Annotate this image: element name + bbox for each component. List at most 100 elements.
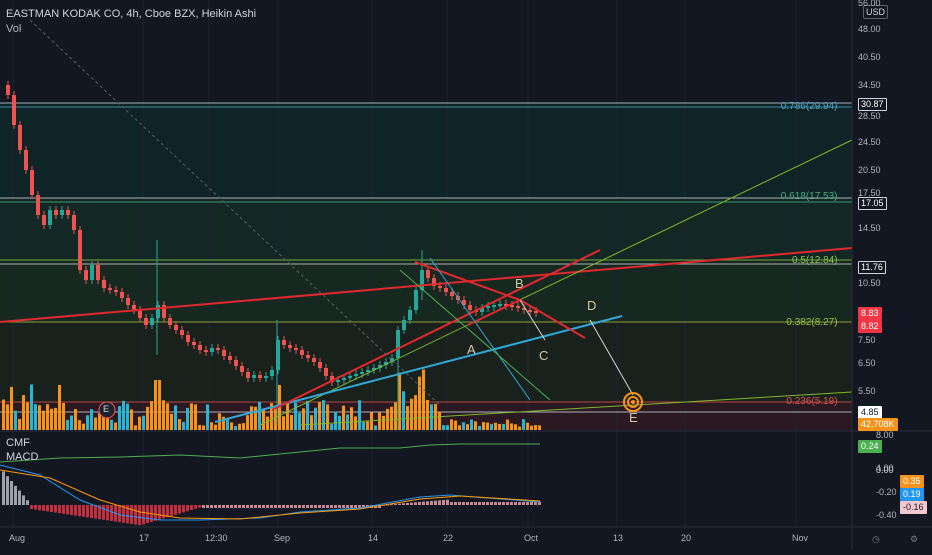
macd-value-label: 0.19 — [900, 488, 924, 501]
macd-histogram-bar — [218, 505, 221, 508]
candle-body — [12, 95, 16, 125]
macd-histogram-bar — [206, 505, 209, 508]
candle-body — [342, 378, 346, 380]
volume-bar — [190, 403, 193, 430]
macd-label: MACD — [6, 451, 39, 463]
macd-histogram-bar — [86, 505, 89, 518]
volume-bar — [450, 419, 453, 430]
fib-level-label: 0.382(8.27) — [786, 317, 838, 328]
macd-histogram-bar — [486, 502, 489, 505]
wave-label-a: A — [467, 342, 476, 357]
macd-histogram-bar — [334, 505, 337, 508]
volume-bar — [510, 423, 513, 430]
volume-bar — [326, 404, 329, 430]
currency-badge[interactable]: USD — [862, 5, 888, 19]
macd-histogram-bar — [510, 502, 513, 505]
macd-histogram-bar — [482, 502, 485, 505]
volume-bar — [210, 422, 213, 430]
volume-bar — [286, 402, 289, 430]
macd-histogram-bar — [182, 505, 185, 513]
volume-bar — [14, 410, 17, 430]
cmf-line — [0, 443, 540, 463]
volume-bar — [466, 424, 469, 430]
trend-line — [271, 249, 601, 411]
chart-title: EASTMAN KODAK CO, 4h, Cboe BZX, Heikin A… — [6, 8, 257, 20]
macd-histogram-bar — [58, 505, 61, 514]
candle-body — [36, 195, 40, 215]
candle-body — [162, 305, 166, 318]
volume-bar — [458, 425, 461, 430]
volume-bar — [422, 369, 425, 430]
macd-histogram-bar — [166, 505, 169, 518]
macd-histogram-bar — [406, 502, 409, 505]
volume-bar — [146, 406, 149, 430]
macd-histogram-bar — [290, 505, 293, 508]
x-tick-label: 20 — [681, 533, 692, 543]
volume-bar — [90, 409, 93, 430]
volume-bar — [410, 398, 413, 430]
volume-bar — [314, 407, 317, 430]
macd-histogram-bar — [130, 505, 133, 524]
y-tick-label: 5.50 — [858, 386, 876, 396]
event-marker-label[interactable]: E — [103, 404, 110, 414]
trend-line — [259, 139, 853, 426]
volume-bar — [118, 406, 121, 430]
candle-body — [534, 311, 538, 313]
macd-histogram-bar — [358, 505, 361, 508]
macd-y-tick: -0.40 — [876, 510, 897, 520]
timezone-icon[interactable]: ◷ — [872, 534, 880, 544]
volume-bar — [490, 423, 493, 430]
candle-body — [150, 318, 154, 325]
volume-bar — [126, 403, 129, 430]
macd-histogram-bar — [246, 505, 249, 508]
macd-y-tick: 0.00 — [876, 465, 894, 475]
volume-bar — [166, 403, 169, 430]
macd-histogram-bar — [466, 502, 469, 505]
macd-histogram-bar — [410, 502, 413, 505]
candle-body — [90, 265, 94, 280]
macd-histogram-bar — [338, 505, 341, 508]
trend-line — [399, 269, 551, 401]
volume-bar — [206, 404, 209, 430]
macd-histogram-bar — [402, 503, 405, 505]
y-tick-label: 48.00 — [858, 24, 881, 34]
candle-body — [366, 370, 370, 372]
macd-value-label: 0.35 — [900, 475, 924, 488]
settings-icon[interactable]: ⚙ — [910, 534, 919, 544]
volume-bar — [34, 404, 37, 430]
y-tick-label: 34.50 — [858, 80, 881, 90]
volume-bar — [30, 384, 33, 430]
macd-histogram-bar — [162, 505, 165, 519]
volume-bar — [342, 405, 345, 430]
candle-body — [384, 362, 388, 365]
candle-body — [318, 362, 322, 368]
candle-body — [132, 305, 136, 310]
wave-label-e: E — [629, 410, 638, 425]
volume-bar — [178, 419, 181, 430]
candle-body — [228, 356, 232, 360]
macd-histogram-bar — [414, 502, 417, 505]
macd-histogram-bar — [94, 505, 97, 519]
macd-histogram-bar — [126, 505, 129, 524]
x-tick-label: 17 — [139, 533, 150, 543]
candle-body — [468, 305, 472, 310]
macd-histogram-bar — [2, 471, 5, 505]
candle-body — [528, 310, 532, 312]
cmf-y-tick: 8.00 — [876, 430, 894, 440]
macd-histogram-bar — [250, 505, 253, 508]
fib-level-label: 0.5(12.84) — [792, 255, 838, 266]
macd-histogram-bar — [286, 505, 289, 508]
volume-bar — [502, 423, 505, 430]
volume-bar — [454, 420, 457, 430]
candle-body — [180, 330, 184, 335]
candle-body — [66, 210, 70, 215]
macd-histogram-bar — [506, 502, 509, 505]
macd-histogram-bar — [90, 505, 93, 518]
macd-histogram-bar — [362, 505, 365, 508]
candle-body — [48, 210, 52, 225]
candle-body — [6, 85, 10, 95]
candle-body — [504, 304, 508, 306]
volume-bar — [522, 419, 525, 430]
